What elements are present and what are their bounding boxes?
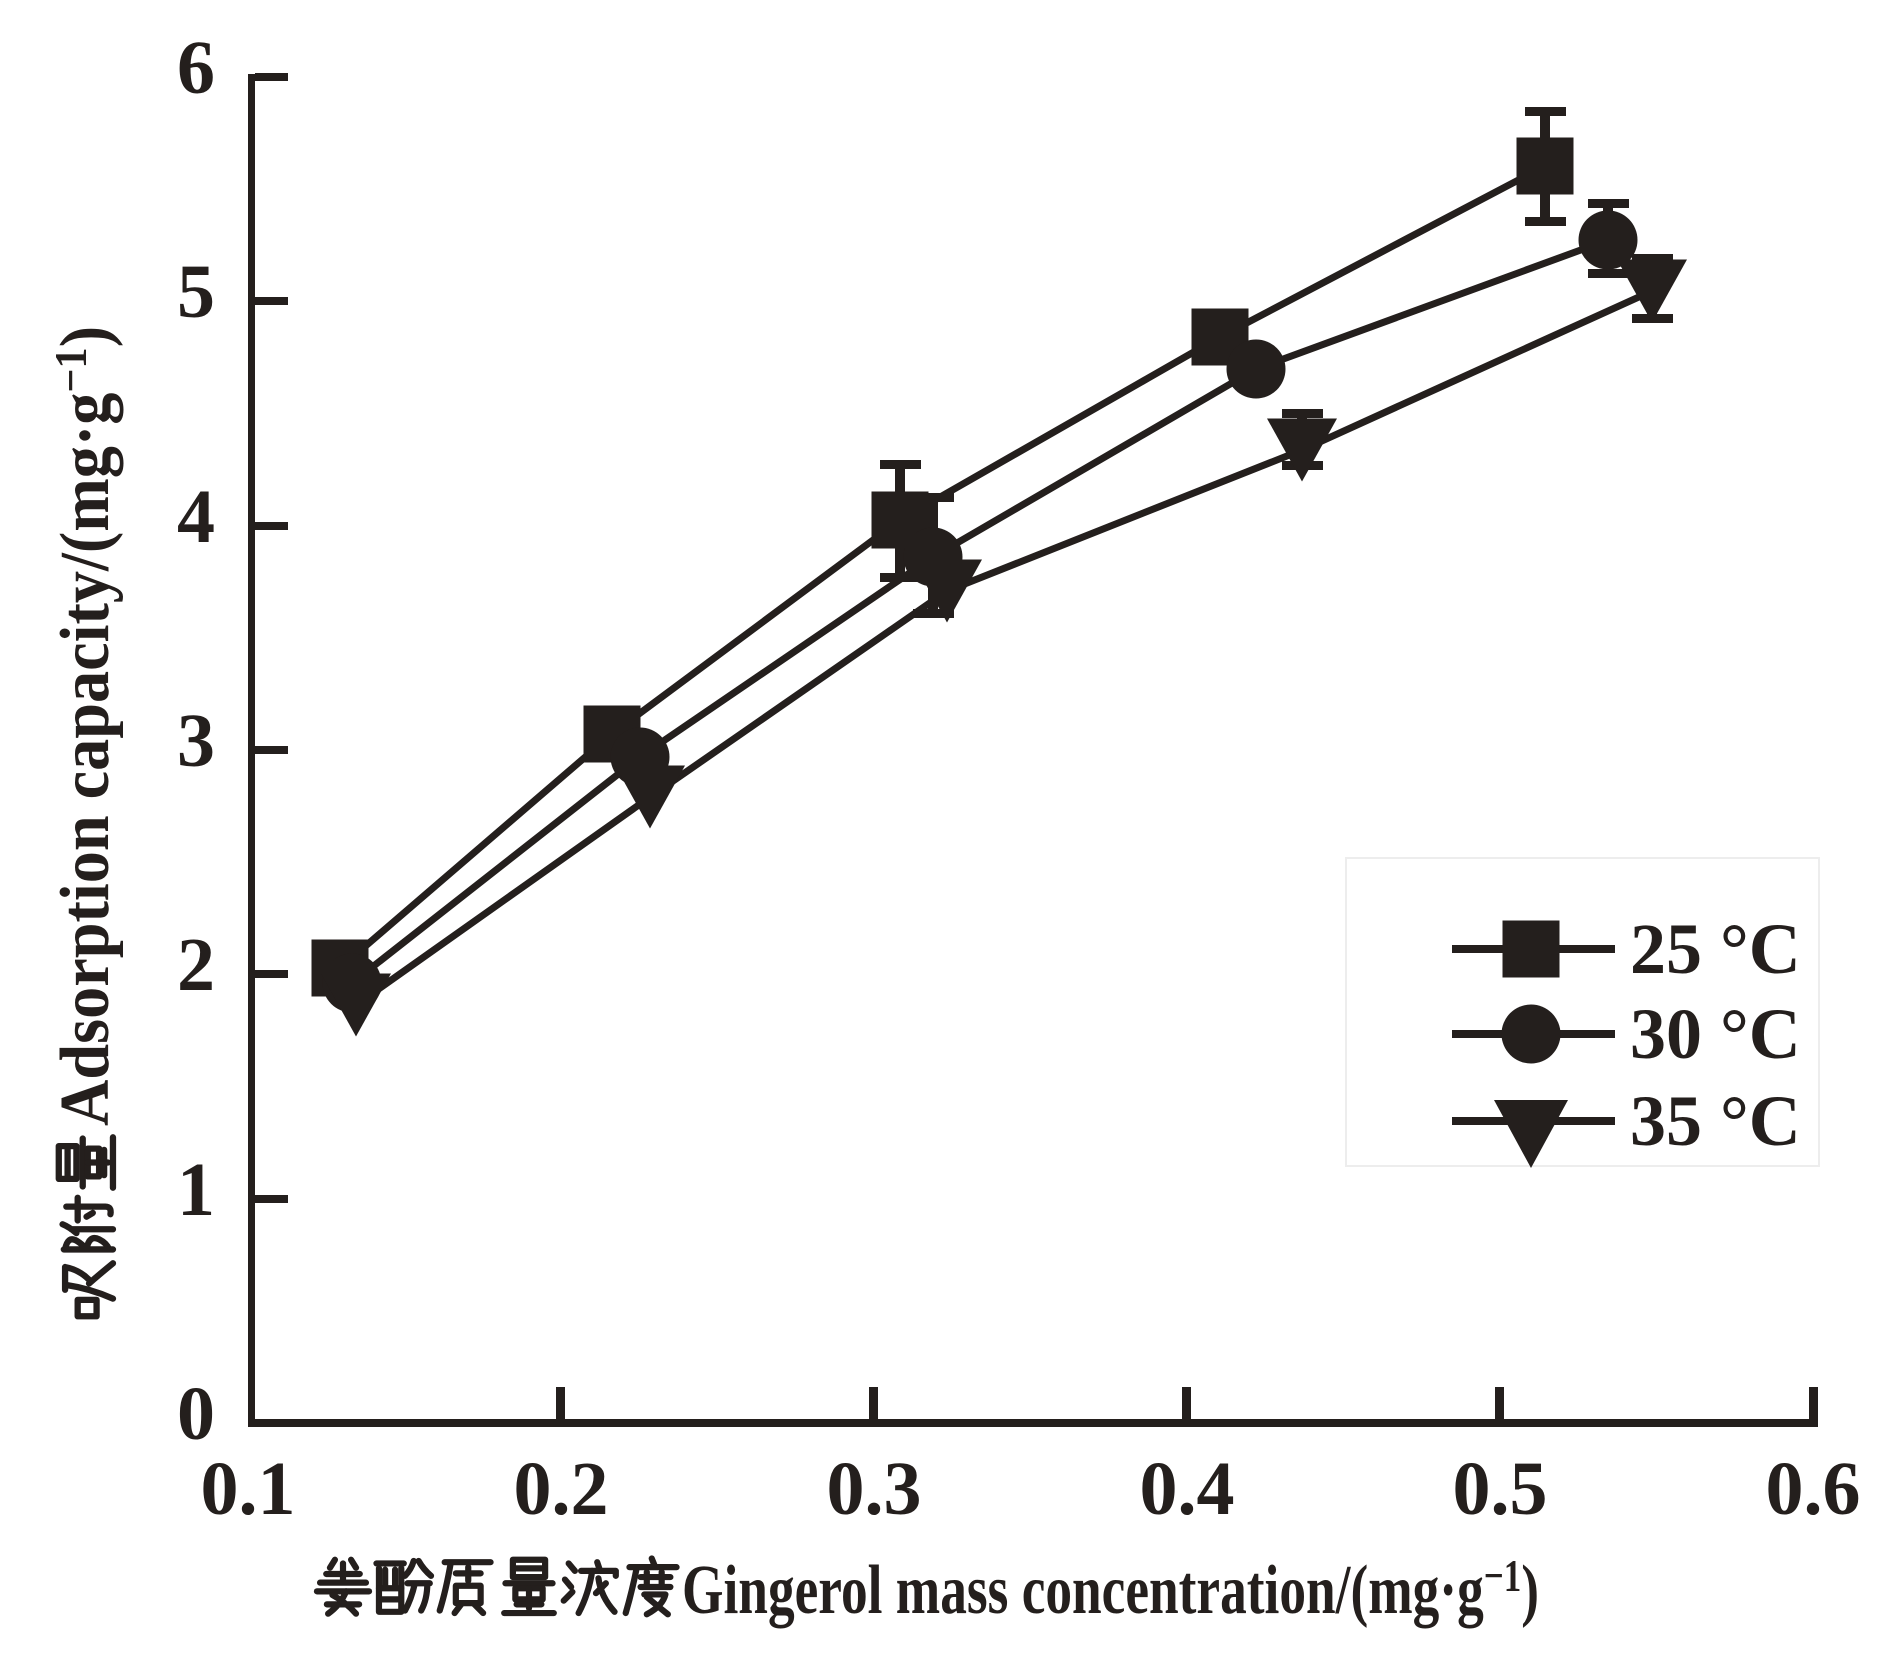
svg-text:25 °C: 25 °C: [1630, 909, 1801, 989]
svg-text:1: 1: [177, 1148, 215, 1232]
svg-text:30 °C: 30 °C: [1630, 994, 1801, 1074]
svg-text:3: 3: [177, 699, 215, 783]
svg-text:0.2: 0.2: [514, 1447, 609, 1531]
svg-text:Gingerol mass concentration/(m: Gingerol mass concentration/(mg·g−1): [682, 1550, 1539, 1629]
svg-text:0: 0: [177, 1372, 215, 1456]
svg-text:0.1: 0.1: [201, 1447, 296, 1531]
svg-text:0.3: 0.3: [827, 1447, 922, 1531]
svg-text:5: 5: [177, 250, 215, 334]
svg-text:6: 6: [177, 26, 215, 110]
svg-text:0.5: 0.5: [1453, 1447, 1548, 1531]
svg-text:4: 4: [177, 475, 215, 559]
svg-text:Adsorption capacity/(mg·g−1): Adsorption capacity/(mg·g−1): [45, 326, 124, 1126]
svg-text:35 °C: 35 °C: [1630, 1081, 1801, 1161]
svg-text:0.6: 0.6: [1766, 1447, 1861, 1531]
svg-text:2: 2: [177, 923, 215, 1007]
svg-text:0.4: 0.4: [1140, 1447, 1235, 1531]
